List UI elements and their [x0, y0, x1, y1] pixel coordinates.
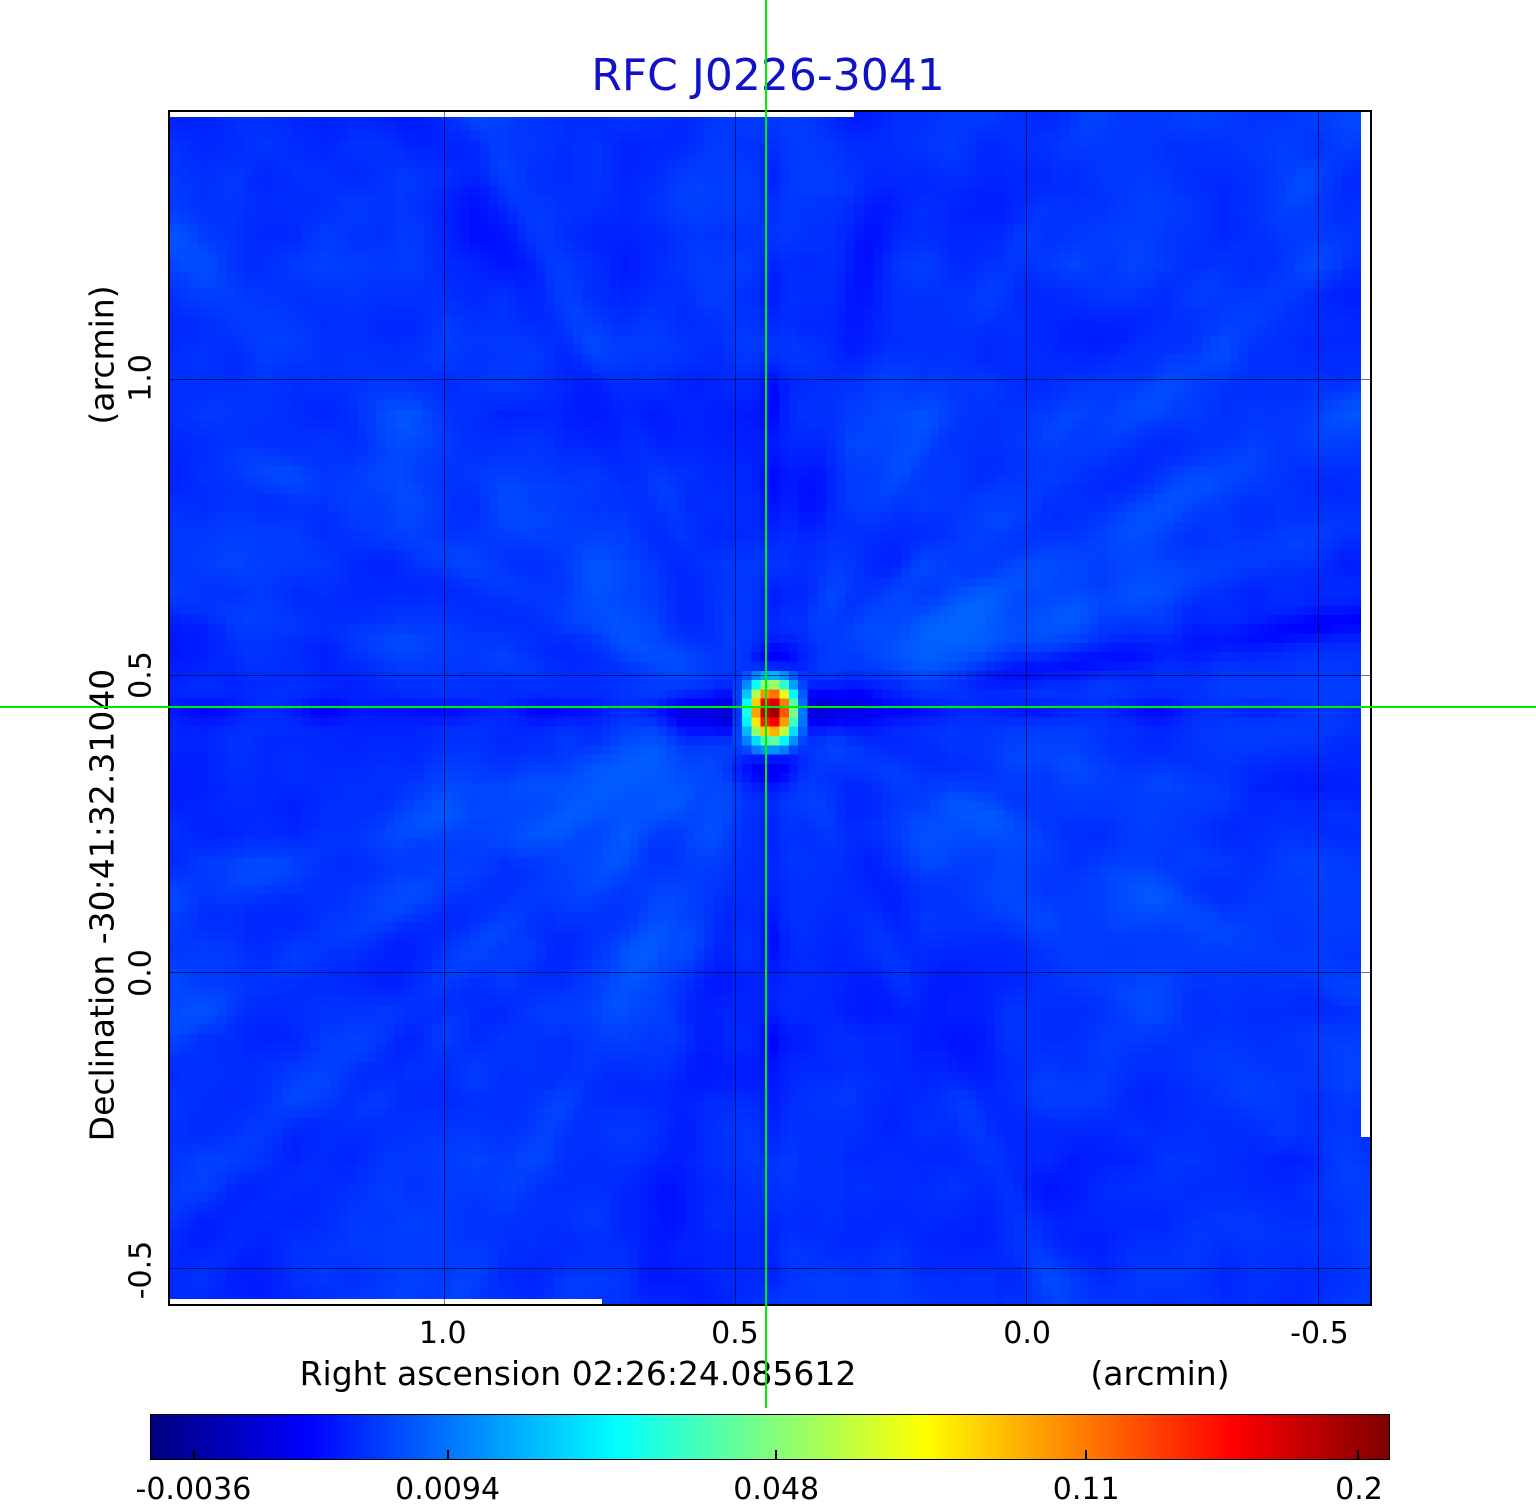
- y-tick-label: 1.0: [123, 353, 159, 402]
- crosshair-vertical: [765, 0, 768, 1408]
- colorbar-tick-label: -0.0036: [135, 1472, 252, 1507]
- grid-line-vertical: [735, 112, 737, 1304]
- colorbar-tick-mark: [1357, 1450, 1360, 1459]
- colorbar-tick-label: 0.2: [1335, 1472, 1383, 1507]
- map-edge-gap-bottom: [170, 1299, 602, 1304]
- x-axis-unit-label: (arcmin): [1090, 1354, 1230, 1393]
- grid-line-horizontal: [170, 675, 1370, 677]
- y-axis-label: Declination -30:41:32.31040: [82, 668, 122, 1142]
- colorbar-tick-label: 0.11: [1052, 1472, 1120, 1507]
- colorbar-tick-mark: [447, 1450, 450, 1459]
- grid-line-horizontal: [170, 971, 1370, 973]
- map-edge-gap-top: [170, 112, 854, 117]
- colorbar-tick-mark: [775, 1450, 778, 1459]
- colorbar: [150, 1414, 1390, 1460]
- grid-line-vertical: [1317, 112, 1319, 1304]
- x-axis-label: Right ascension 02:26:24.085612: [299, 1354, 857, 1393]
- colorbar-tick-label: 0.048: [733, 1472, 820, 1507]
- x-tick-label: 1.0: [418, 1316, 467, 1351]
- colorbar-tick-mark: [1084, 1450, 1087, 1459]
- crosshair-horizontal: [0, 705, 1536, 708]
- grid-line-vertical: [443, 112, 445, 1304]
- x-tick-label: 0.0: [1003, 1316, 1052, 1351]
- colorbar-tick-label: 0.0094: [395, 1472, 501, 1507]
- grid-line-vertical: [1026, 112, 1028, 1304]
- colorbar-tick-mark: [193, 1450, 196, 1459]
- y-tick-label: -0.5: [123, 1241, 159, 1300]
- colorbar-gradient: [151, 1415, 1389, 1459]
- x-tick-label: -0.5: [1290, 1316, 1349, 1351]
- map-edge-gap-right: [1361, 112, 1370, 1138]
- y-tick-label: 0.5: [123, 651, 159, 700]
- grid-line-horizontal: [170, 378, 1370, 380]
- grid-line-horizontal: [170, 1268, 1370, 1270]
- y-tick-label: 0.0: [123, 948, 159, 997]
- y-axis-unit-label: (arcmin): [82, 285, 122, 425]
- heatmap-canvas: [170, 112, 1370, 1304]
- plot-title: RFC J0226-3041: [591, 50, 945, 101]
- sky-map: [168, 110, 1372, 1306]
- x-tick-label: 0.5: [711, 1316, 759, 1351]
